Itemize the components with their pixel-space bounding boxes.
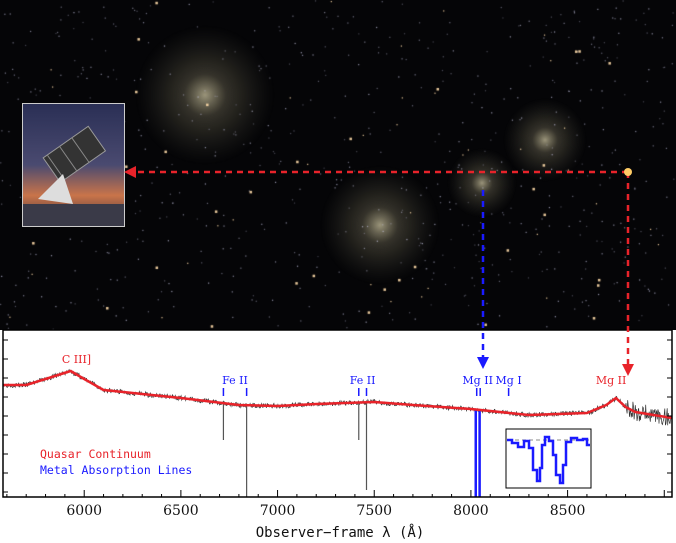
line-label: Mg II bbox=[596, 374, 627, 387]
x-axis: 6000 6500 7000 7500 8000 8500 bbox=[3, 339, 672, 519]
telescope-icon bbox=[23, 125, 124, 226]
x-tick-label: 6500 bbox=[163, 503, 199, 519]
x-axis-label: Observer−frame λ (Å) bbox=[256, 524, 425, 541]
spectrum-plot-area bbox=[2, 368, 673, 497]
line-label: Mg I bbox=[496, 374, 522, 387]
legend-metal-absorption-lines: Metal Absorption Lines bbox=[40, 463, 192, 477]
arrow-head-icon bbox=[124, 166, 136, 178]
telescope-image bbox=[22, 103, 125, 227]
arrow-head-icon bbox=[622, 364, 634, 376]
arrow-head-icon bbox=[477, 357, 489, 369]
line-annotations: C III]Fe II Fe II Mg II Mg I Mg II bbox=[62, 353, 626, 396]
line-label: Fe II bbox=[222, 374, 248, 387]
legend: Quasar Continuum Metal Absorption Lines bbox=[40, 447, 192, 477]
x-tick-label: 8000 bbox=[453, 503, 489, 519]
arrows bbox=[124, 166, 634, 376]
x-tick-label: 8500 bbox=[550, 503, 586, 519]
x-tick-label: 7500 bbox=[356, 503, 392, 519]
line-label: C III] bbox=[62, 353, 91, 366]
quasar-point bbox=[624, 168, 632, 176]
quasar-continuum-line bbox=[3, 369, 673, 420]
mgii-inset bbox=[505, 428, 592, 489]
galaxy-cluster-image bbox=[0, 0, 676, 330]
legend-quasar-continuum: Quasar Continuum bbox=[40, 447, 151, 461]
line-label: Fe II bbox=[350, 374, 376, 387]
line-label: Mg II bbox=[462, 374, 493, 387]
inset-absorption-profile bbox=[507, 435, 590, 485]
plot-frame bbox=[2, 329, 673, 498]
x-tick-label: 6000 bbox=[66, 503, 102, 519]
x-tick-label: 7000 bbox=[260, 503, 296, 519]
